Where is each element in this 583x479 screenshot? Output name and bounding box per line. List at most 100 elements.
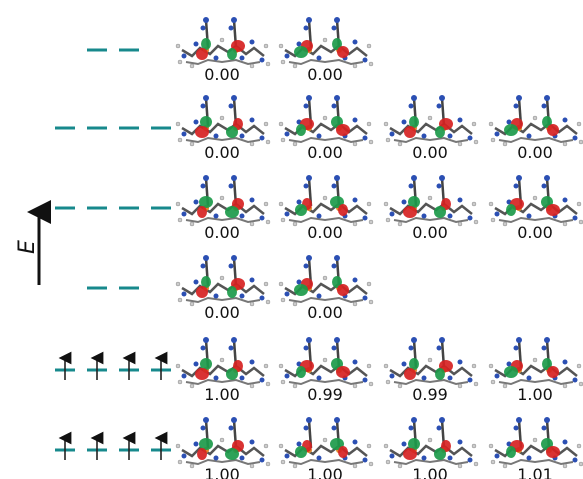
hydrogen — [503, 464, 507, 468]
hydrogen — [281, 218, 285, 222]
atom — [317, 134, 322, 139]
hydrogen — [398, 222, 402, 226]
atom — [194, 120, 199, 125]
backbone — [390, 366, 472, 376]
occupation-number: 1.00 — [307, 465, 343, 479]
atom — [260, 378, 265, 383]
atom — [229, 104, 234, 109]
hydrogen — [178, 298, 182, 302]
atom — [563, 198, 568, 203]
atom — [203, 95, 209, 101]
atom — [182, 292, 187, 297]
hydrogen — [279, 122, 283, 126]
energy-label: E — [15, 240, 40, 254]
atom — [304, 104, 309, 109]
hydrogen — [367, 364, 371, 368]
atom — [260, 58, 265, 63]
hydrogen — [178, 60, 182, 64]
atom — [240, 294, 245, 299]
backbone — [394, 138, 468, 142]
hydrogen — [579, 462, 583, 466]
atom — [260, 216, 265, 221]
hydrogen — [190, 64, 194, 68]
atom — [332, 346, 337, 351]
orbital-lobe — [546, 204, 560, 216]
orbital-lobe — [435, 126, 445, 138]
hydrogen — [489, 444, 493, 448]
atom — [203, 417, 209, 423]
atom — [250, 198, 255, 203]
atom — [182, 132, 187, 137]
occupation-number: 1.00 — [517, 385, 553, 404]
atom — [201, 346, 206, 351]
atom — [437, 426, 442, 431]
orbital-lobe — [227, 286, 237, 298]
molecule — [176, 175, 270, 226]
atom — [439, 417, 445, 423]
backbone — [499, 380, 573, 384]
hydrogen — [503, 142, 507, 146]
atom — [285, 292, 290, 297]
hydrogen — [369, 220, 373, 224]
atom — [527, 214, 532, 219]
atom — [332, 26, 337, 31]
atom — [363, 378, 368, 383]
atom — [194, 42, 199, 47]
atom — [304, 426, 309, 431]
occupation-number: 0.00 — [412, 223, 448, 242]
hydrogen — [264, 202, 268, 206]
atom — [231, 337, 237, 343]
atom — [516, 337, 522, 343]
atom — [214, 456, 219, 461]
molecule — [384, 417, 478, 468]
atom — [285, 54, 290, 59]
hydrogen — [293, 222, 297, 226]
hydrogen — [579, 220, 583, 224]
occupation-number: 0.00 — [204, 223, 240, 242]
orbital-lobe — [295, 446, 307, 458]
molecule — [279, 417, 373, 468]
hydrogen — [353, 302, 357, 306]
hydrogen — [178, 138, 182, 142]
hydrogen — [190, 464, 194, 468]
atom — [409, 184, 414, 189]
backbone — [182, 446, 264, 456]
atom — [231, 417, 237, 423]
orbital-lobe — [197, 206, 207, 218]
atom — [203, 175, 209, 181]
atom — [544, 95, 550, 101]
atom — [250, 360, 255, 365]
backbone — [390, 124, 472, 134]
hydrogen — [293, 464, 297, 468]
atom — [201, 184, 206, 189]
backbone — [186, 298, 260, 302]
atom — [306, 175, 312, 181]
hydrogen — [428, 116, 432, 120]
atom — [527, 134, 532, 139]
hydrogen — [190, 384, 194, 388]
atom — [229, 346, 234, 351]
atom — [334, 337, 340, 343]
hydrogen — [323, 196, 327, 200]
atom — [495, 212, 500, 217]
molecule — [384, 337, 478, 388]
atom — [182, 212, 187, 217]
atom — [353, 440, 358, 445]
atom — [182, 374, 187, 379]
atom — [573, 216, 578, 221]
hydrogen — [472, 364, 476, 368]
atom — [437, 184, 442, 189]
hydrogen — [533, 358, 537, 362]
hydrogen — [353, 64, 357, 68]
atom — [250, 118, 255, 123]
backbone — [289, 460, 363, 464]
atom — [468, 378, 473, 383]
hydrogen — [489, 202, 493, 206]
orbital-lobe — [434, 206, 446, 218]
atom — [182, 54, 187, 59]
occupation-number: 0.00 — [204, 65, 240, 84]
atom — [544, 337, 550, 343]
hydrogen — [279, 444, 283, 448]
atom — [201, 426, 206, 431]
orbital-lobe — [546, 446, 560, 458]
